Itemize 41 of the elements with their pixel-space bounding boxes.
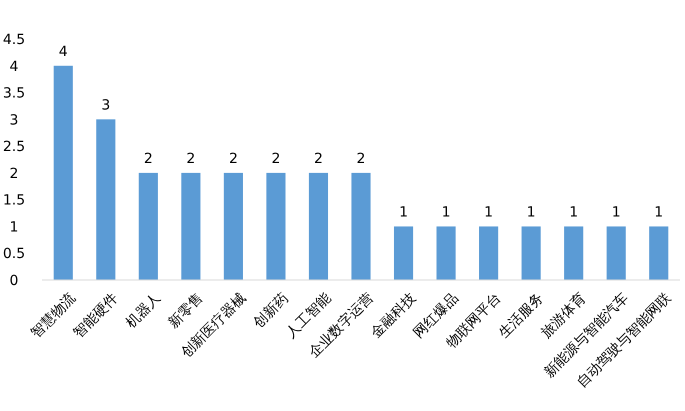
data-label: 1 xyxy=(654,204,664,220)
bar xyxy=(436,226,456,280)
data-label: 4 xyxy=(58,44,68,60)
y-tick-label: 2.5 xyxy=(2,139,26,156)
x-tick-label: 机器人 xyxy=(122,290,164,332)
bar xyxy=(266,172,286,280)
data-label: 1 xyxy=(526,204,536,220)
data-label: 2 xyxy=(186,150,196,167)
bar xyxy=(138,172,158,280)
y-tick-label: 0.5 xyxy=(2,246,26,262)
bar xyxy=(649,226,668,280)
y-tick-label: 1 xyxy=(10,219,18,236)
bar xyxy=(224,172,243,280)
bar xyxy=(564,226,584,280)
bar xyxy=(394,226,414,280)
data-label: 1 xyxy=(612,204,621,220)
bar xyxy=(606,226,626,280)
y-tick-label: 4.5 xyxy=(2,32,26,48)
bar xyxy=(54,66,73,280)
bar xyxy=(96,119,116,280)
data-label: 1 xyxy=(484,204,494,220)
data-label: 3 xyxy=(101,97,110,114)
y-tick-label: 2 xyxy=(10,166,18,182)
y-tick-label: 4 xyxy=(10,58,19,75)
y-tick-label: 1.5 xyxy=(2,192,26,209)
data-label: 1 xyxy=(569,204,578,220)
data-label: 2 xyxy=(144,150,153,167)
data-label: 1 xyxy=(399,204,408,220)
bar xyxy=(479,226,498,280)
data-label: 2 xyxy=(356,150,366,167)
bar xyxy=(308,172,328,280)
data-label: 2 xyxy=(314,150,323,167)
y-tick-label: 3 xyxy=(10,112,18,128)
bar xyxy=(181,172,200,280)
y-tick-label: 0 xyxy=(10,273,18,289)
y-tick-label: 3.5 xyxy=(2,86,26,102)
bar xyxy=(522,226,541,280)
data-label: 1 xyxy=(442,204,451,220)
data-label: 2 xyxy=(271,150,280,167)
data-label: 2 xyxy=(228,150,238,167)
bar xyxy=(351,172,371,280)
